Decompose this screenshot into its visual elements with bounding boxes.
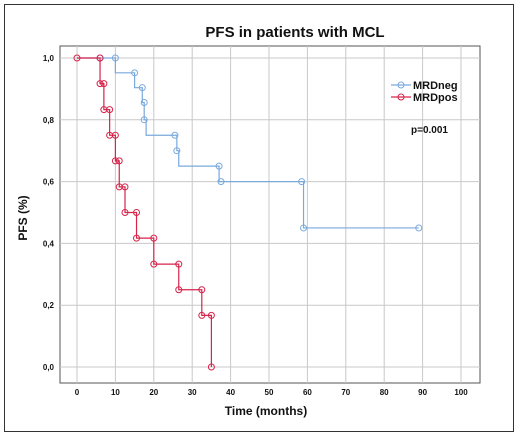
censor-mark-mrdneg (171, 131, 179, 139)
censor-mark-mrdneg (131, 69, 139, 77)
x-tick-label: 40 (226, 388, 235, 397)
x-tick-label: 10 (111, 388, 120, 397)
censor-mark-mrdpos (175, 260, 183, 268)
series-line-mrdpos (77, 57, 212, 367)
censor-mark-mrdpos (96, 80, 104, 88)
y-tick-label: 0,6 (43, 178, 55, 187)
censor-mark-mrdpos (198, 286, 206, 294)
x-tick-label: 50 (265, 388, 274, 397)
censor-mark-mrdpos (111, 131, 119, 139)
y-tick-label: 0,2 (43, 301, 55, 310)
censor-mark-mrdpos (115, 157, 123, 165)
series-layer (73, 54, 423, 371)
censor-mark-mrdpos (106, 106, 114, 114)
censor-mark-mrdneg (138, 84, 146, 92)
chart-title: PFS in patients with MCL (205, 24, 384, 41)
tick-labels: 0 10 20 30 40 50 60 70 80 90 100 0,0 0,2 0,4 0,6 0,8 1,0 (43, 54, 468, 397)
censor-mark-mrdpos (150, 260, 158, 268)
y-tick-label: 1,0 (43, 54, 55, 63)
x-tick-label: 0 (75, 388, 80, 397)
plot-area (59, 45, 481, 384)
censor-mark-mrdpos (133, 234, 141, 242)
censor-mark-mrdpos (121, 183, 129, 191)
censor-mark-mrdpos (100, 80, 108, 88)
x-tick-label: 70 (341, 388, 350, 397)
censor-mark-mrdpos (207, 311, 215, 319)
legend-item-mrdpos: MRDpos (391, 92, 458, 104)
censor-mark-mrdpos (121, 209, 129, 216)
series-mrdpos (73, 54, 215, 371)
censor-mark-mrdneg (215, 162, 223, 170)
y-tick-label: 0,8 (43, 116, 55, 125)
x-axis-label: Time (months) (225, 404, 307, 418)
censor-mark-mrdpos (111, 157, 119, 165)
censor-mark-mrdneg (217, 178, 225, 186)
censor-mark-mrdpos (198, 311, 206, 319)
legend-item-mrdneg: MRDneg (391, 80, 458, 92)
censor-mark-mrdneg (111, 54, 119, 62)
legend-label-mrdpos: MRDpos (413, 92, 458, 104)
y-axis-label: PFS (%) (16, 195, 30, 240)
y-tick-label: 0,4 (43, 239, 55, 248)
legend-swatch-marker (397, 81, 405, 89)
legend-swatch-marker (397, 93, 405, 101)
x-tick-label: 20 (149, 388, 158, 397)
censor-mark-mrdneg (140, 98, 148, 106)
grid (60, 46, 480, 383)
censor-mark-mrdneg (415, 224, 423, 232)
x-tick-label: 60 (303, 388, 312, 397)
censor-mark-mrdpos (96, 54, 104, 62)
legend-label-mrdneg: MRDneg (413, 80, 458, 92)
censor-mark-mrdpos (175, 286, 183, 294)
x-tick-label: 90 (418, 388, 427, 397)
y-tick-label: 0,0 (43, 363, 55, 372)
censor-mark-mrdneg (300, 224, 308, 232)
censor-mark-mrdpos (73, 54, 81, 62)
censor-mark-mrdpos (133, 209, 141, 216)
x-tick-label: 30 (188, 388, 197, 397)
censor-mark-mrdpos (207, 363, 215, 371)
p-value-annotation: p=0.001 (411, 125, 448, 136)
censor-mark-mrdneg (298, 178, 306, 186)
x-tick-label: 100 (454, 388, 468, 397)
censor-mark-mrdneg (140, 116, 148, 124)
censor-mark-mrdpos (150, 234, 158, 242)
censor-mark-mrdneg (173, 147, 181, 155)
x-tick-label: 80 (380, 388, 389, 397)
